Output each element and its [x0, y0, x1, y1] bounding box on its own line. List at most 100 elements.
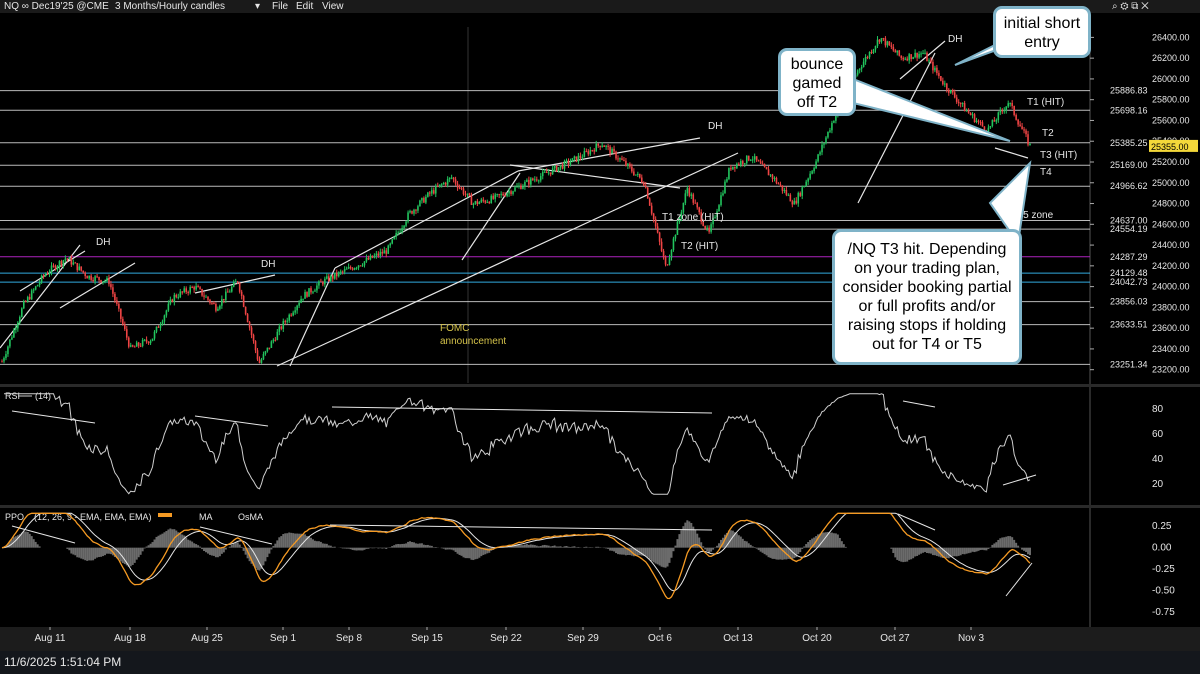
rsi-divergence-4 — [902, 400, 936, 408]
label-t1-zone-hit: T1 zone (HIT) — [662, 212, 724, 223]
candle-body — [460, 187, 463, 189]
period-selector[interactable]: 3 Months/Hourly candles — [115, 1, 226, 12]
candle-body — [621, 158, 623, 160]
menu-view[interactable]: View — [322, 1, 344, 12]
candle-body — [991, 120, 994, 126]
candle-body — [48, 272, 51, 274]
candle-body — [175, 294, 178, 298]
candle-body — [223, 298, 225, 301]
candle-body — [330, 275, 332, 282]
candle-body — [930, 60, 932, 62]
candle-body — [399, 231, 401, 233]
candle-body — [324, 278, 326, 285]
candle-body — [680, 212, 683, 218]
candle-body — [591, 150, 594, 152]
menu-file[interactable]: File — [272, 1, 289, 12]
rsi-tick-label: 80 — [1152, 404, 1164, 415]
candle-body — [522, 186, 524, 189]
candle-body — [260, 359, 263, 363]
candle-body — [603, 145, 605, 147]
candle-body — [36, 284, 39, 287]
candle-body — [724, 181, 726, 194]
candle-body — [565, 160, 568, 162]
candle-body — [704, 225, 706, 229]
trendline-t3 — [994, 147, 1029, 159]
candle-body — [795, 200, 798, 204]
candle-body — [238, 282, 241, 292]
candle-body — [373, 255, 376, 258]
candle-body — [682, 202, 685, 213]
candle-body — [1023, 129, 1025, 131]
candle-body — [706, 227, 708, 229]
candle-body — [236, 281, 239, 283]
candle-body — [589, 150, 592, 155]
candle-body — [571, 158, 574, 163]
candle-body — [145, 339, 148, 342]
candle-body — [686, 188, 689, 194]
candle-body — [38, 282, 41, 285]
candle-body — [419, 200, 421, 207]
price-tick-label: 25800.00 — [1152, 95, 1190, 105]
candle-body — [803, 185, 805, 188]
candle-body — [137, 342, 140, 346]
candle-body — [640, 177, 643, 183]
candle-body — [1003, 110, 1006, 112]
trendline-channel-c — [517, 137, 701, 172]
symbol-selector[interactable]: NQ ∞ Dec19'25 @CME — [4, 1, 109, 12]
candle-body — [932, 61, 934, 71]
candle-body — [163, 315, 166, 322]
candle-body — [833, 120, 835, 123]
window-controls-icon[interactable]: ⌕ ⚙ ⧉ ✕ — [1112, 1, 1149, 12]
rsi-axis: 20 40 60 80 — [1152, 404, 1164, 490]
candle-body — [793, 200, 796, 205]
candle-body — [518, 185, 520, 187]
candle-body — [474, 201, 477, 204]
time-tick-label: Oct 20 — [802, 633, 832, 644]
candle-body — [740, 161, 742, 165]
status-timestamp: 11/6/2025 1:51:04 PM — [4, 655, 122, 669]
candle-body — [442, 182, 445, 185]
candle-body — [438, 184, 441, 187]
candle-body — [512, 191, 514, 194]
candle-body — [696, 203, 699, 208]
candle-body — [961, 103, 964, 105]
toolbar-icons[interactable]: ▾ — [255, 1, 261, 12]
candle-body — [728, 168, 730, 180]
candle-body — [619, 158, 621, 160]
candle-body — [581, 157, 584, 159]
candle-body — [504, 195, 506, 197]
candle-body — [775, 177, 778, 184]
candle-body — [1025, 130, 1027, 135]
candle-body — [959, 102, 962, 105]
candle-body — [341, 271, 344, 273]
candle-body — [22, 301, 25, 309]
candle-body — [371, 255, 374, 258]
candle-body — [722, 193, 724, 196]
candle-body — [607, 145, 609, 147]
candle-body — [232, 281, 235, 287]
candle-body — [821, 144, 823, 153]
price-tick-label: 23400.00 — [1152, 344, 1190, 354]
time-tick-label: Sep 15 — [411, 633, 443, 644]
candle-body — [429, 192, 431, 194]
price-tick-label: 23200.00 — [1152, 365, 1190, 375]
candle-body — [84, 272, 86, 277]
candle-body — [149, 341, 152, 344]
candle-body — [470, 195, 473, 205]
candle-body — [171, 299, 174, 302]
candle-body — [157, 326, 160, 328]
candle-body — [942, 80, 944, 85]
candle-body — [627, 163, 629, 166]
candle-body — [886, 41, 889, 46]
candle-body — [648, 198, 651, 206]
rsi-divergence-1 — [11, 410, 96, 424]
chart-toolbar: NQ ∞ Dec19'25 @CME 3 Months/Hourly candl… — [0, 0, 1200, 13]
candle-body — [76, 263, 79, 271]
candle-body — [535, 179, 538, 181]
menu-edit[interactable]: Edit — [296, 1, 314, 12]
candle-body — [456, 183, 459, 188]
candle-body — [90, 275, 92, 280]
candle-body — [971, 114, 974, 116]
label-dh-3: DH — [708, 121, 722, 132]
candle-body — [678, 217, 681, 222]
